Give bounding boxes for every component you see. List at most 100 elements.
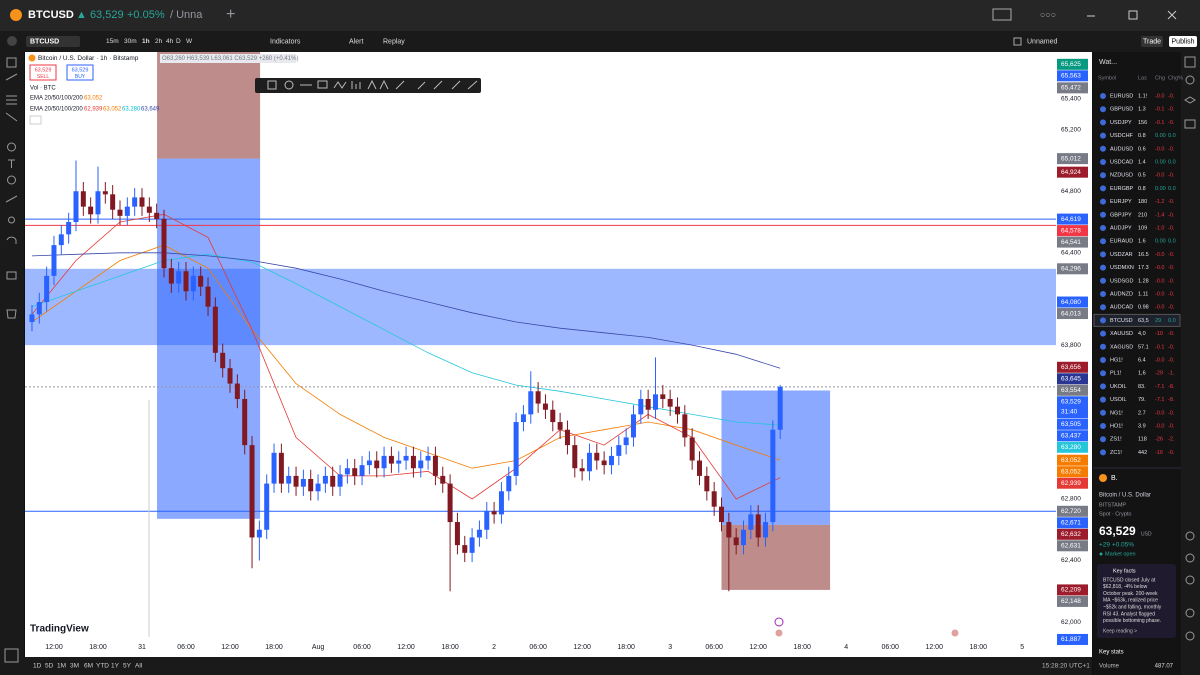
tool[interactable] <box>8 216 15 224</box>
tool[interactable] <box>333 81 347 89</box>
range-button[interactable]: All <box>135 663 143 670</box>
tool[interactable] <box>5 112 18 122</box>
row-symbol[interactable]: UKOIL <box>1110 384 1127 390</box>
row-symbol[interactable]: NG1! <box>1110 410 1123 416</box>
publish-button[interactable]: Publish <box>1172 38 1195 45</box>
tool[interactable] <box>6 236 17 244</box>
interval-button[interactable]: 2h <box>155 38 163 45</box>
menu-dots[interactable]: ○○○ <box>1040 9 1056 19</box>
row-symbol[interactable]: ZS1! <box>1110 437 1122 443</box>
range-button[interactable]: 1D <box>33 663 42 670</box>
maximize[interactable] <box>1128 10 1138 20</box>
tool[interactable] <box>7 142 16 152</box>
range-button[interactable]: 1Y <box>111 663 120 670</box>
tool[interactable] <box>6 271 17 280</box>
row-symbol[interactable]: HG1! <box>1110 357 1123 363</box>
tool[interactable] <box>317 80 328 89</box>
alert-button[interactable]: Alert <box>349 38 363 45</box>
trade-button[interactable]: Trade <box>1143 38 1161 45</box>
row-symbol[interactable]: EURAUD <box>1110 239 1133 245</box>
tool[interactable] <box>5 73 18 81</box>
tool[interactable] <box>6 95 17 105</box>
tool[interactable] <box>467 80 478 90</box>
replay-button[interactable]: Replay <box>383 38 405 45</box>
row-symbol[interactable]: ZC1! <box>1110 450 1122 456</box>
window-icon[interactable] <box>992 8 1012 21</box>
interval-button[interactable]: 30m <box>124 38 137 45</box>
layout-check[interactable] <box>1013 37 1022 46</box>
tool[interactable] <box>267 80 277 90</box>
row-symbol[interactable]: HO1! <box>1110 423 1123 429</box>
row-symbol[interactable]: PL1! <box>1110 371 1122 377</box>
row-symbol[interactable]: XAUUSD <box>1110 331 1133 337</box>
toolbar-symbol[interactable]: BTCUSD <box>30 38 59 45</box>
close[interactable] <box>1167 10 1177 20</box>
row-symbol[interactable]: USDZAR <box>1110 252 1133 258</box>
range-button[interactable]: 1M <box>57 663 66 670</box>
avatar[interactable] <box>7 36 17 46</box>
symbol-box[interactable] <box>26 36 80 47</box>
row-symbol[interactable]: USDCHF <box>1110 133 1134 139</box>
row-symbol[interactable]: USDCAD <box>1110 159 1133 165</box>
row-symbol[interactable]: NZDUSD <box>1110 173 1133 179</box>
row-symbol[interactable]: EURGBP <box>1110 186 1134 192</box>
tool[interactable] <box>7 175 16 185</box>
row-symbol[interactable]: USDJPY <box>1110 120 1132 126</box>
interval-button[interactable]: D <box>176 38 181 45</box>
tool[interactable] <box>8 159 15 168</box>
tool[interactable] <box>367 79 389 90</box>
side-icon[interactable] <box>1185 531 1195 541</box>
side-icon[interactable] <box>1185 608 1195 618</box>
tool[interactable] <box>395 80 405 90</box>
interval-button[interactable]: W <box>186 38 193 45</box>
interval-button[interactable]: 15m <box>106 38 119 45</box>
sell-label[interactable]: SELL <box>37 74 49 80</box>
side-icon[interactable] <box>1185 575 1195 585</box>
buy-button[interactable] <box>66 64 94 81</box>
tool[interactable] <box>5 195 18 203</box>
range-button[interactable]: 6M <box>84 663 93 670</box>
row-symbol[interactable]: GBPJPY <box>1110 212 1132 218</box>
buy-price[interactable]: 63,529 <box>72 67 89 73</box>
indicators-button[interactable]: Indicators <box>270 38 301 45</box>
trade-box[interactable] <box>1141 36 1163 47</box>
tool[interactable] <box>6 57 17 68</box>
publish-box[interactable] <box>1169 36 1197 47</box>
tool[interactable] <box>6 309 17 319</box>
event-icon[interactable] <box>951 629 959 637</box>
range-button[interactable]: 5D <box>45 663 54 670</box>
side-icon[interactable] <box>1184 119 1196 129</box>
event-icon[interactable] <box>775 629 783 637</box>
tool[interactable] <box>451 80 461 90</box>
keep-reading[interactable]: Keep reading > <box>1103 628 1137 634</box>
layout-name[interactable]: Unnamed <box>1027 38 1057 45</box>
range-button[interactable]: 5Y <box>123 663 132 670</box>
new-tab[interactable]: + <box>226 6 235 23</box>
row-symbol[interactable]: EURUSD <box>1110 93 1133 99</box>
collapse-button[interactable] <box>29 115 42 125</box>
range-button[interactable]: YTD <box>96 663 109 670</box>
side-icon[interactable] <box>1184 56 1196 68</box>
side-icon[interactable] <box>1185 631 1195 641</box>
row-symbol[interactable]: EURJPY <box>1110 199 1132 205</box>
row-symbol[interactable]: AUDUSD <box>1110 146 1133 152</box>
row-symbol[interactable]: AUDCAD <box>1110 305 1133 311</box>
row-symbol[interactable]: USDMXN <box>1110 265 1134 271</box>
row-symbol[interactable]: USDSGD <box>1110 278 1134 284</box>
sell-button[interactable] <box>29 64 57 81</box>
row-symbol[interactable]: USOIL <box>1110 397 1127 403</box>
sell-price[interactable]: 63,529 <box>35 67 52 73</box>
watchlist-title[interactable]: Wat... <box>1099 59 1117 66</box>
tool[interactable] <box>417 81 426 90</box>
interval-button[interactable]: 4h <box>166 38 174 45</box>
row-symbol[interactable]: XAGUSD <box>1110 344 1133 350</box>
tool[interactable] <box>4 648 19 663</box>
side-icon[interactable] <box>1185 553 1195 563</box>
tool[interactable] <box>433 80 443 90</box>
buy-label[interactable]: BUY <box>75 74 86 80</box>
row-symbol[interactable]: AUDNZD <box>1110 291 1133 297</box>
interval-button[interactable]: 1h <box>142 38 150 45</box>
row-symbol[interactable]: GBPUSD <box>1110 107 1133 113</box>
tool[interactable] <box>284 80 294 90</box>
event-icon[interactable] <box>774 617 784 627</box>
